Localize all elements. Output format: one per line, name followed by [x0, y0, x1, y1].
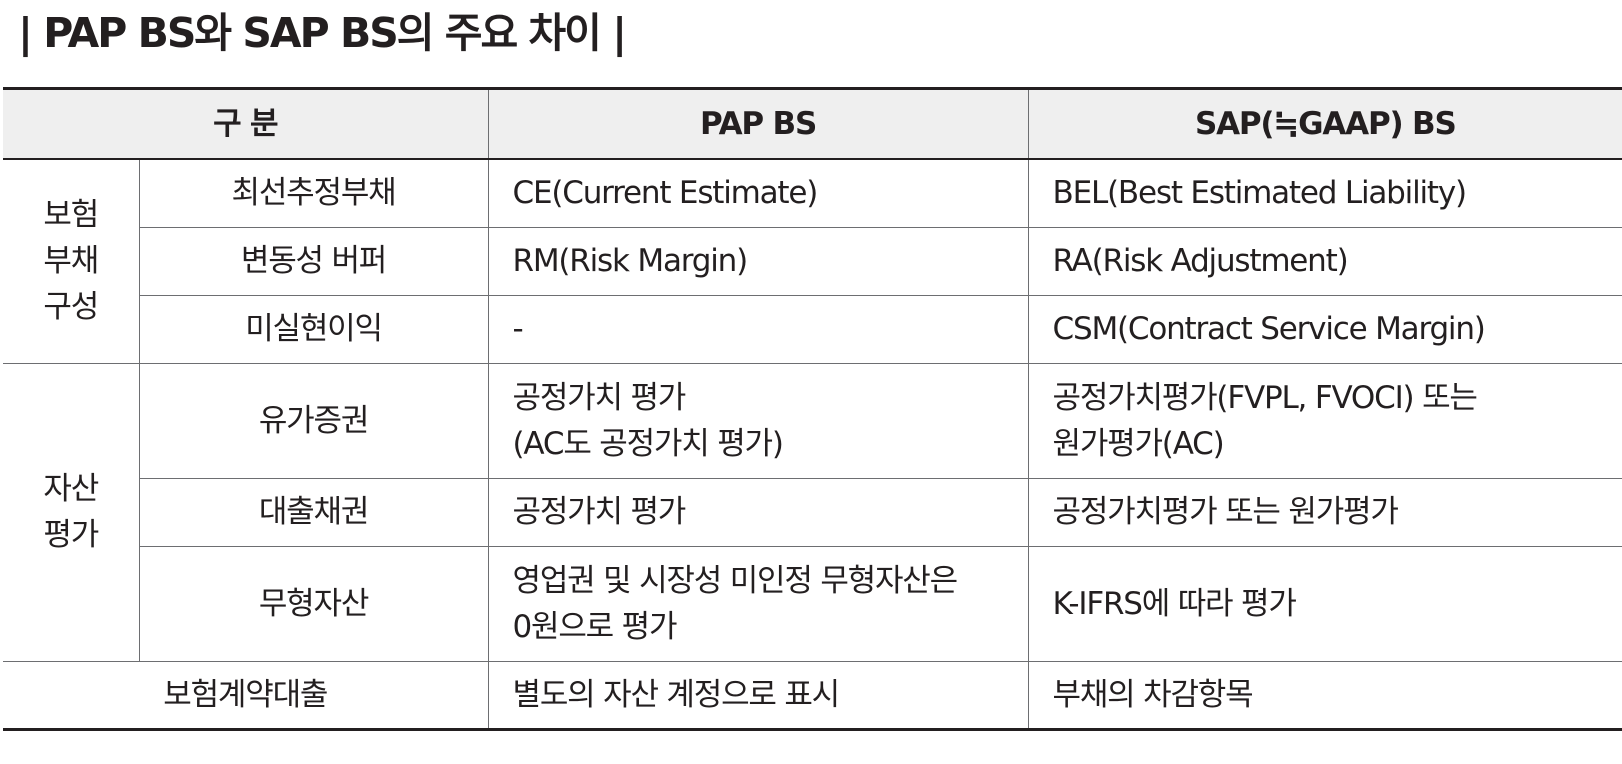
group-line: 자산 [43, 471, 99, 507]
header-sap-bs: SAP(≒GAAP) BS [1027, 87, 1622, 160]
group-line: 보험 [43, 197, 99, 234]
cell-line: (AC도 공정가치 평가) [512, 425, 784, 462]
table-row: 미실현이익 - CSM(Contract Service Margin) [3, 294, 1622, 364]
group-insurance-liability: 보험 부채 구성 [3, 158, 140, 364]
sap-cell: 부채의 차감항목 [1027, 660, 1622, 731]
cell-line: 공정가치평가(FVPL, FVOCI) 또는 [1052, 379, 1478, 416]
group-line: 구성 [43, 289, 99, 326]
row-label: 변동성 버퍼 [139, 226, 489, 296]
row-label: 대출채권 [139, 477, 489, 547]
sap-cell: BEL(Best Estimated Liability) [1027, 158, 1622, 228]
header-pap-bs: PAP BS [487, 87, 1029, 160]
pap-cell: 공정가치 평가 [487, 477, 1029, 547]
pap-cell: 공정가치 평가 (AC도 공정가치 평가) [487, 362, 1029, 479]
sap-cell: 공정가치평가 또는 원가평가 [1027, 477, 1622, 547]
cell-line: 영업권 및 시장성 미인정 무형자산은 [512, 562, 959, 599]
row-label: 유가증권 [138, 362, 489, 479]
cell-line: 0원으로 평가 [512, 608, 678, 645]
table-row: 자산 평가 유가증권 공정가치 평가 (AC도 공정가치 평가) 공정가치평가(… [3, 362, 1622, 662]
row-label: 보험계약대출 [3, 660, 489, 731]
cell-line: 공정가치 평가 [512, 379, 687, 416]
pap-cell: 별도의 자산 계정으로 표시 [487, 660, 1029, 731]
row-label: 무형자산 [139, 545, 489, 662]
pap-cell: - [487, 294, 1029, 364]
table-row: 무형자산 영업권 및 시장성 미인정 무형자산은 0원으로 평가 K-IFRS에… [3, 545, 1622, 662]
sap-cell: RA(Risk Adjustment) [1027, 226, 1622, 296]
pap-cell: 영업권 및 시장성 미인정 무형자산은 0원으로 평가 [487, 545, 1029, 662]
table-header-row: 구 분 PAP BS SAP(≒GAAP) BS [3, 87, 1622, 160]
group-line: 평가 [43, 517, 99, 553]
table-title: | PAP BS와 SAP BS의 주요 차이 | [18, 9, 627, 57]
pap-cell: CE(Current Estimate) [487, 158, 1029, 228]
header-category: 구 분 [3, 87, 489, 160]
group-line: 부채 [43, 243, 99, 280]
sap-cell: K-IFRS에 따라 평가 [1027, 545, 1622, 662]
row-label: 미실현이익 [139, 294, 489, 364]
comparison-table: 구 분 PAP BS SAP(≒GAAP) BS 보험 부채 구성 최선추정부채… [3, 87, 1622, 731]
table-row: 변동성 버퍼 RM(Risk Margin) RA(Risk Adjustmen… [3, 226, 1622, 296]
cell-line: 원가평가(AC) [1052, 425, 1225, 462]
pap-cell: RM(Risk Margin) [487, 226, 1029, 296]
table-row: 대출채권 공정가치 평가 공정가치평가 또는 원가평가 [3, 477, 1622, 547]
sap-cell: 공정가치평가(FVPL, FVOCI) 또는 원가평가(AC) [1027, 362, 1622, 479]
table-row: 보험 부채 구성 최선추정부채 CE(Current Estimate) BEL… [3, 158, 1622, 364]
table-row: 보험계약대출 별도의 자산 계정으로 표시 부채의 차감항목 [3, 660, 1622, 731]
group-asset-valuation: 자산 평가 [3, 362, 140, 662]
row-label: 최선추정부채 [138, 158, 489, 228]
sap-cell: CSM(Contract Service Margin) [1027, 294, 1622, 364]
